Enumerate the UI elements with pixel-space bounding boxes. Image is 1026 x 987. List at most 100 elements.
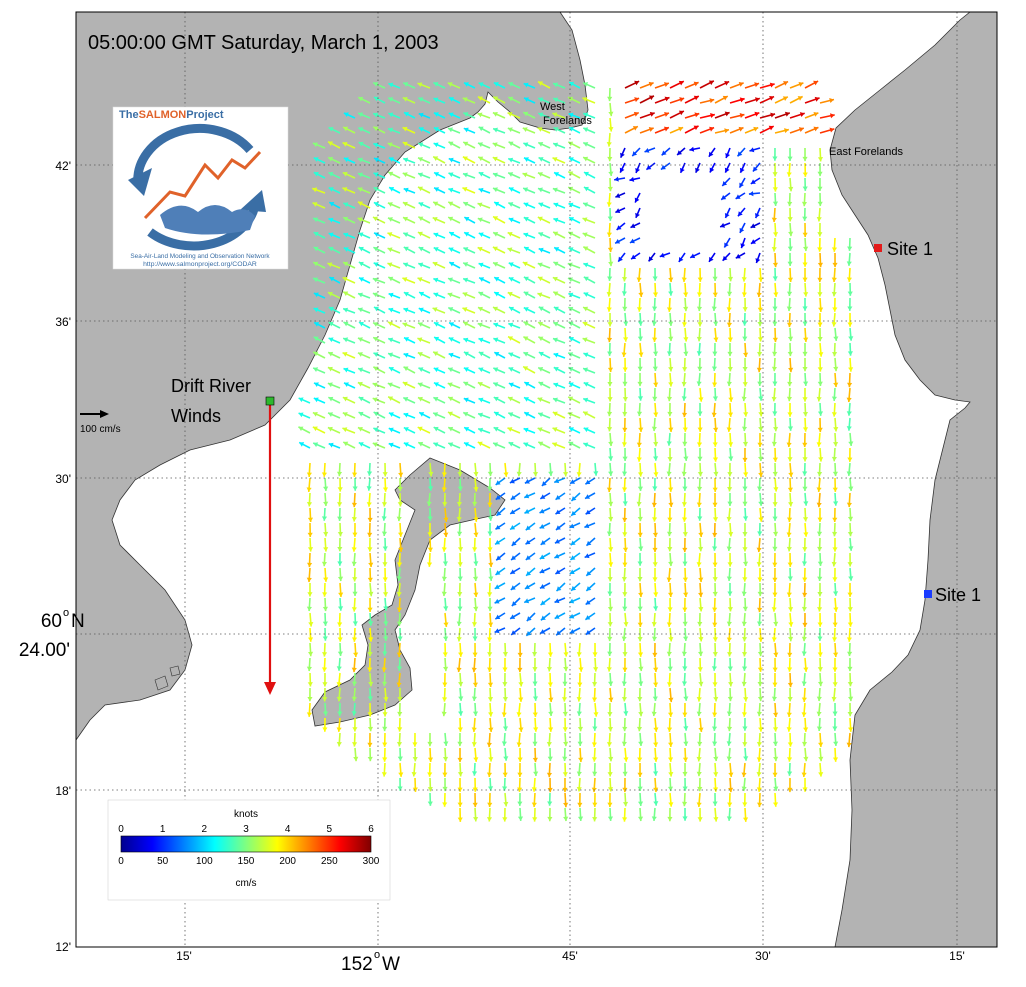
current-vector-head — [622, 306, 628, 312]
current-vector-head — [585, 494, 591, 499]
logo-graph-line — [143, 150, 262, 220]
current-vector-head — [621, 277, 628, 282]
current-vector-head — [443, 517, 449, 523]
current-vector-head — [651, 426, 657, 432]
current-vector-head — [508, 187, 514, 192]
current-vector-head — [803, 381, 809, 386]
current-vector-head — [351, 711, 357, 716]
current-vector-head — [537, 397, 543, 403]
current-vector-head — [756, 562, 762, 567]
current-vector-head — [478, 412, 484, 418]
current-vector-head — [473, 757, 479, 762]
current-vector-head — [442, 502, 448, 507]
current-vector-head — [772, 592, 778, 597]
current-vector-head — [571, 585, 577, 591]
current-vector-head — [448, 97, 454, 102]
current-vector-head — [322, 727, 328, 732]
current-vector-head — [328, 321, 334, 327]
current-vector-head — [741, 277, 747, 282]
current-vector-head — [472, 501, 478, 507]
lat-tick-label: 12' — [55, 940, 71, 954]
current-vector-head — [678, 126, 684, 132]
current-vector-head — [388, 367, 394, 372]
current-vector-head — [758, 456, 764, 462]
current-vector-head — [322, 636, 328, 641]
current-vector-head — [756, 292, 762, 298]
current-vector-head — [337, 546, 343, 552]
current-vector-head — [517, 652, 523, 658]
current-vector-head — [683, 337, 689, 342]
current-vector-head — [471, 696, 478, 701]
current-vector-head — [537, 292, 543, 298]
current-vector-head — [568, 186, 574, 192]
current-vector-head — [433, 412, 439, 417]
current-vector-head — [458, 652, 464, 657]
current-vector-head — [448, 442, 454, 448]
current-vector-head — [487, 682, 494, 688]
current-vector-head — [373, 172, 379, 178]
current-vector-head — [802, 577, 808, 582]
current-vector-head — [553, 382, 559, 388]
current-vector-head — [306, 577, 312, 583]
current-vector-head — [652, 771, 659, 776]
current-vector-head — [740, 243, 746, 249]
current-vector-head — [358, 112, 364, 118]
current-vector-head — [727, 487, 733, 492]
current-vector-head — [471, 727, 477, 732]
current-vector-head — [802, 306, 808, 311]
current-vector-head — [511, 555, 517, 561]
current-vector-head — [616, 225, 622, 230]
current-vector-head — [712, 546, 718, 551]
current-vector-head — [742, 606, 748, 612]
current-vector-head — [634, 97, 640, 103]
current-vector-head — [523, 351, 529, 357]
current-vector-head — [367, 726, 374, 732]
current-vector-head — [847, 531, 853, 537]
current-vector-head — [382, 712, 388, 717]
current-vector-head — [622, 397, 628, 402]
current-vector-head — [538, 112, 544, 118]
current-vector-head — [652, 396, 658, 402]
current-vector-head — [342, 276, 348, 282]
lat-tick-label: 30' — [55, 472, 71, 486]
current-vector-head — [787, 487, 793, 492]
current-vector-head — [709, 98, 715, 104]
current-vector-head — [487, 486, 493, 492]
current-vector-head — [606, 307, 612, 312]
current-vector-head — [592, 682, 598, 687]
current-vector-head — [787, 771, 793, 776]
current-vector-head — [727, 351, 733, 357]
current-vector-head — [582, 321, 588, 327]
wind-station-label-line1: Drift River — [171, 376, 251, 396]
current-vector-head — [397, 636, 403, 641]
current-vector-head — [328, 156, 334, 162]
current-vector-head — [801, 561, 808, 566]
current-vector-head — [832, 262, 838, 268]
current-vector-head — [638, 666, 644, 672]
current-vector-head — [833, 382, 839, 388]
current-vector-head — [788, 622, 794, 627]
current-vector-head — [478, 337, 484, 343]
current-vector-head — [772, 337, 778, 343]
site-label-blue: Site 1 — [935, 585, 981, 605]
current-vector-head — [698, 727, 704, 732]
current-vector-head — [623, 757, 629, 762]
current-vector-head — [517, 772, 523, 777]
current-vector-head — [367, 532, 373, 538]
current-vector-head — [697, 486, 703, 492]
current-vector-head — [771, 247, 777, 252]
current-vector-head — [314, 322, 320, 327]
current-vector-head — [307, 562, 313, 568]
current-vector-head — [689, 146, 695, 152]
current-vector-head — [397, 502, 403, 507]
current-vector-head — [488, 562, 494, 568]
current-vector-head — [742, 726, 748, 731]
current-vector-head — [373, 336, 379, 342]
current-vector-head — [508, 157, 514, 163]
current-vector-head — [403, 366, 409, 372]
current-vector-head — [576, 697, 582, 702]
current-vector-head — [382, 472, 388, 477]
current-vector-head — [538, 247, 544, 253]
current-vector-head — [831, 696, 837, 702]
